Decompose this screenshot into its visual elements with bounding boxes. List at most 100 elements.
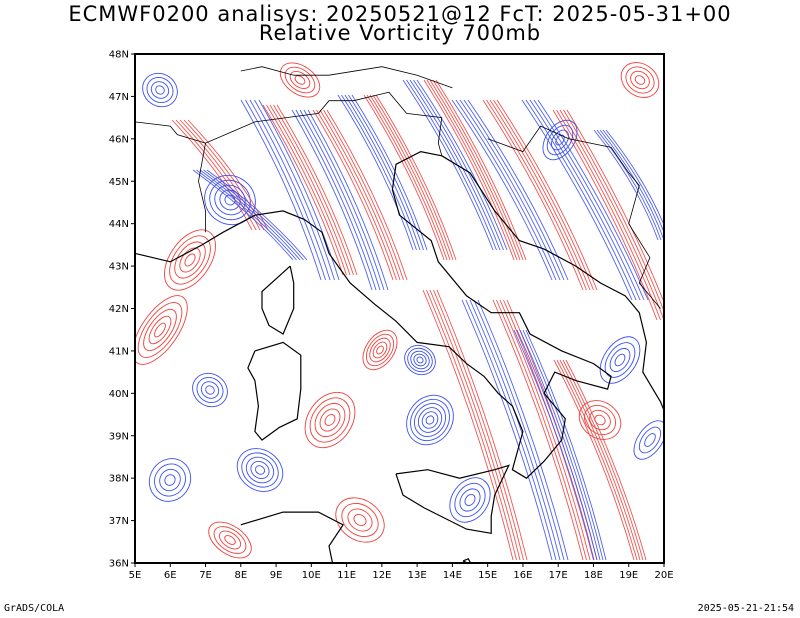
contour-line [522,329,604,561]
contour-line [525,329,607,561]
contour-line [164,474,176,486]
contour-line [269,104,351,276]
contour-line [164,229,216,291]
contour-line [326,109,408,281]
lat-label: 41N [109,346,129,357]
contour-line [276,104,358,276]
contour-line [555,134,565,146]
contour-line [219,189,241,211]
contour-line [413,403,447,437]
contour-line [413,353,427,367]
lon-label: 18E [584,570,603,581]
contour-line [245,99,326,281]
lon-label: 8E [234,570,247,581]
contour-line [542,119,578,161]
contour-line [496,299,587,561]
contour-line [421,411,439,429]
map-frame [134,53,665,564]
contour-line [319,408,341,432]
contour-line [556,359,638,561]
contour-line [413,79,504,251]
lat-label: 47N [109,92,129,103]
contour-line [553,359,635,561]
contour-line [426,79,518,261]
lon-label: 11E [337,570,356,581]
contour-line [154,463,186,497]
contour-line [516,329,598,561]
contour-line [155,85,165,95]
contour-line [135,295,188,365]
contour-line [519,329,601,561]
lon-label: 6E [164,570,177,581]
contour-line [179,247,201,273]
contour-line [224,535,236,545]
contour-line [273,104,354,276]
lon-label: 15E [478,570,497,581]
contour-line [525,99,637,301]
contour-line [429,289,521,561]
contour-line [266,104,347,276]
contour-line [174,241,206,279]
contour-line [565,359,647,561]
contour-line [366,94,448,261]
contour-line [369,94,451,261]
contour-line [262,104,344,276]
lat-label: 45N [109,177,129,188]
contour-line [316,109,397,281]
contour-line [459,99,561,281]
contour-line [213,526,247,554]
contour-line [454,482,486,518]
contour-line [410,350,430,370]
lon-label: 16E [513,570,532,581]
contour-line [552,109,658,321]
contour-line [529,99,641,301]
contour-line [304,391,356,449]
lon-label: 5E [129,570,142,581]
software-credit: GrADS/COLA [4,603,65,614]
contour-line [375,94,457,261]
contour-line [533,99,645,301]
contour-line [208,521,252,559]
contour-line [294,75,306,85]
contour-line [492,299,584,561]
contour-line [599,336,641,384]
coastline [441,155,664,411]
lat-label: 39N [109,431,129,442]
latitude-axis: 48N 47N 46N 45N 44N 43N 42N 41N 40N 39N 38N 37N 36N [109,50,135,570]
contour-line [422,289,514,561]
contour-line [146,77,174,103]
contour-line [633,420,664,460]
contour-line [341,94,417,251]
contour-line [307,109,389,291]
contour-line [341,502,379,538]
contour-line [634,75,646,85]
contour-line [562,359,644,561]
border-line [487,125,661,309]
contour-line [214,184,246,216]
contour-line [335,497,385,543]
contour-line [245,456,275,484]
coastline [135,231,224,263]
contour-line [137,302,183,358]
contour-line [204,174,256,226]
contour-line [200,381,220,399]
contour-line [319,109,401,281]
contour-line [614,353,626,367]
contour-line [224,194,236,206]
contour-line [599,129,664,241]
contour-line [477,299,569,561]
contour-line [324,414,336,426]
contour-line [344,94,421,251]
contour-line [407,347,433,373]
contour-line [295,109,377,291]
contour-line [521,99,633,301]
contour-line [583,404,617,436]
contour-line [143,308,177,352]
contour-line [596,129,662,241]
contour-line [254,99,335,281]
contour-line [604,342,636,378]
contour-line [303,109,385,291]
contour-line [467,99,569,281]
contour-line [372,94,454,261]
contour-line [566,109,664,304]
